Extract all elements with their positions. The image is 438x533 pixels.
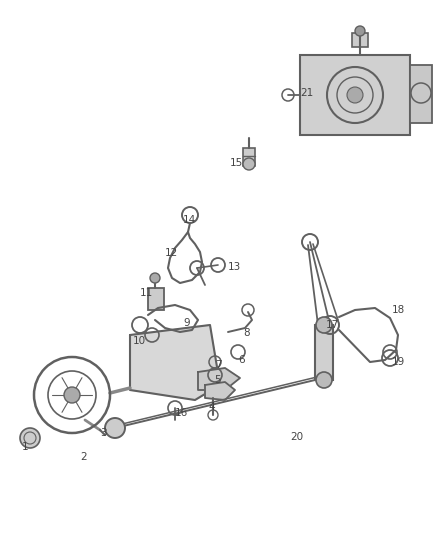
Polygon shape <box>198 368 240 390</box>
Text: 3: 3 <box>100 428 106 438</box>
Bar <box>315 325 333 380</box>
Text: 9: 9 <box>183 318 190 328</box>
Text: 17: 17 <box>326 320 339 330</box>
Text: 1: 1 <box>22 442 28 452</box>
Text: 20: 20 <box>290 432 303 442</box>
Circle shape <box>64 387 80 403</box>
Text: 19: 19 <box>392 357 405 367</box>
Text: 8: 8 <box>243 328 250 338</box>
Bar <box>148 288 164 310</box>
Circle shape <box>355 26 365 36</box>
Text: 13: 13 <box>228 262 241 272</box>
Circle shape <box>105 418 125 438</box>
Polygon shape <box>205 382 235 400</box>
Circle shape <box>347 87 363 103</box>
Circle shape <box>243 158 255 170</box>
Text: 21: 21 <box>300 88 313 98</box>
Text: 14: 14 <box>183 215 196 225</box>
Circle shape <box>150 273 160 283</box>
Text: 4: 4 <box>208 402 215 412</box>
Text: 15: 15 <box>230 158 243 168</box>
Text: 2: 2 <box>80 452 87 462</box>
Text: 10: 10 <box>133 336 146 346</box>
Text: 11: 11 <box>140 288 153 298</box>
Circle shape <box>20 428 40 448</box>
Bar <box>410 65 432 123</box>
Bar <box>300 55 410 135</box>
Text: 12: 12 <box>165 248 178 258</box>
Text: 6: 6 <box>238 355 245 365</box>
Text: 7: 7 <box>215 360 222 370</box>
Circle shape <box>316 317 332 333</box>
Bar <box>352 33 368 47</box>
Bar <box>243 148 255 166</box>
Text: 5: 5 <box>214 375 221 385</box>
Text: 18: 18 <box>392 305 405 315</box>
Text: 16: 16 <box>175 408 188 418</box>
Circle shape <box>316 372 332 388</box>
Polygon shape <box>130 325 220 400</box>
